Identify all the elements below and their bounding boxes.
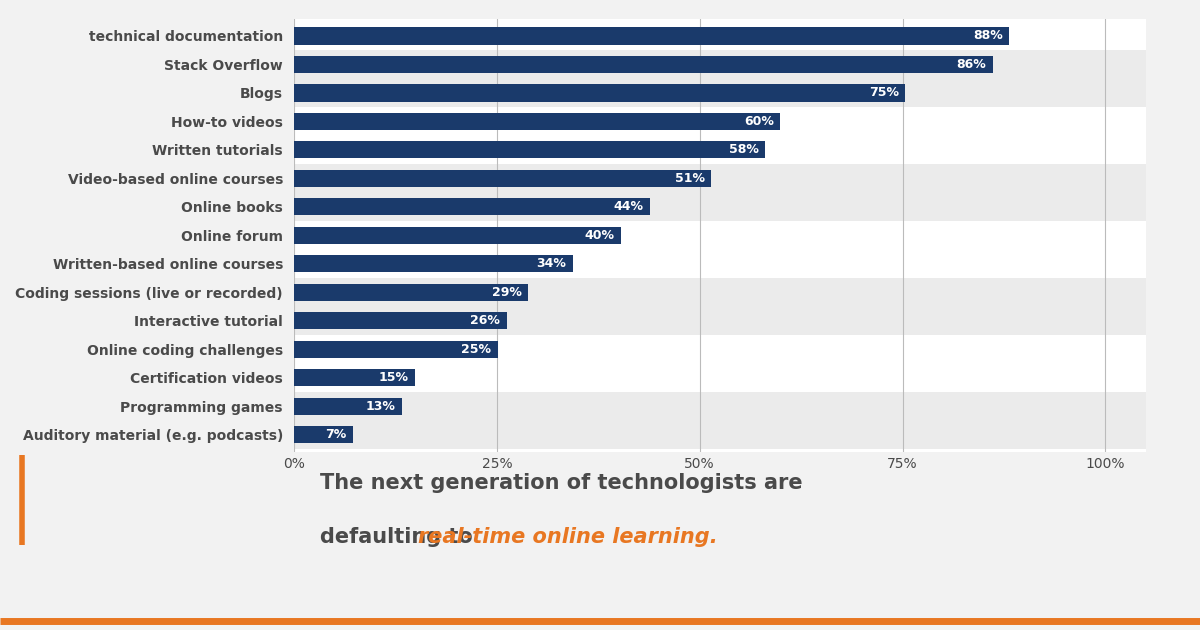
Bar [294, 79, 1146, 107]
Bar [294, 135, 1146, 164]
Bar [294, 341, 498, 358]
Bar [294, 427, 353, 444]
Bar [294, 50, 1146, 79]
Bar [294, 392, 1146, 421]
Text: 34%: 34% [536, 258, 566, 270]
Bar [294, 107, 1146, 135]
Text: defaulting to: defaulting to [319, 527, 480, 547]
Text: 13%: 13% [366, 400, 396, 413]
Bar [294, 284, 528, 301]
Text: 25%: 25% [461, 343, 491, 356]
Text: 26%: 26% [470, 314, 500, 328]
Text: 29%: 29% [492, 286, 522, 299]
Text: 40%: 40% [584, 229, 614, 242]
Text: 88%: 88% [973, 30, 1003, 42]
Text: 86%: 86% [956, 58, 986, 71]
Bar [294, 164, 1146, 193]
Bar [294, 141, 766, 159]
Bar [294, 84, 906, 101]
Bar [294, 22, 1146, 50]
Bar [294, 227, 622, 244]
Bar [294, 335, 1146, 364]
Text: 44%: 44% [613, 200, 643, 214]
Bar [294, 398, 402, 415]
Text: The next generation of technologists are: The next generation of technologists are [319, 473, 802, 493]
Bar [294, 421, 1146, 449]
Bar [294, 307, 1146, 335]
Bar [294, 364, 1146, 392]
Bar [294, 56, 992, 73]
Text: real-time online learning.: real-time online learning. [418, 527, 718, 547]
Bar [294, 255, 572, 272]
Bar [294, 28, 1009, 45]
Bar [294, 312, 506, 329]
Text: 15%: 15% [378, 371, 408, 384]
Bar [294, 113, 780, 130]
Bar [294, 278, 1146, 307]
Text: 7%: 7% [325, 428, 346, 441]
Text: 58%: 58% [728, 144, 758, 156]
Bar [294, 249, 1146, 278]
Bar [294, 369, 415, 386]
Text: 75%: 75% [869, 86, 899, 100]
Text: 60%: 60% [744, 115, 774, 128]
Bar [294, 193, 1146, 221]
Bar [294, 221, 1146, 249]
Bar [294, 170, 712, 187]
Text: defaulting to: defaulting to [319, 527, 480, 547]
Bar [294, 198, 650, 215]
Text: 51%: 51% [674, 172, 704, 185]
